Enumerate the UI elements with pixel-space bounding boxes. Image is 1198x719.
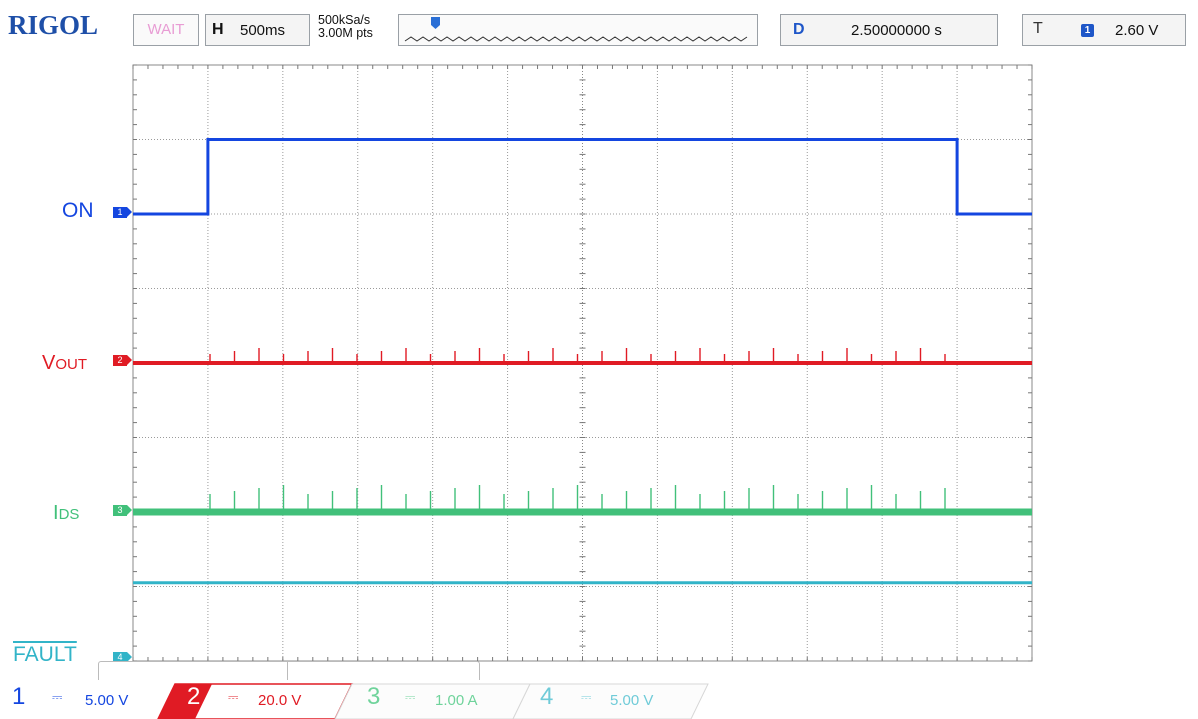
- ch1-dc-coupling-icon: ⎓: [52, 689, 62, 704]
- ch2-dc-coupling-icon: ⎓: [228, 689, 238, 704]
- ch4-label: FAULT: [13, 643, 77, 666]
- ch3-offset-marker[interactable]: 3: [113, 505, 132, 516]
- trigger-level: 2.60 V: [1115, 22, 1159, 39]
- ch2-setting[interactable]: 2 ⎓ 20.0 V: [160, 683, 340, 718]
- top-status-bar: RIGOL WAIT H 500ms 500kSa/s 3.00M pts D …: [0, 0, 1198, 52]
- channel-settings-bar: [0, 680, 1198, 719]
- delay-value: 2.50000000 s: [851, 22, 942, 39]
- rigol-logo: RIGOL: [8, 10, 99, 40]
- ch3-label: IDS: [53, 502, 79, 525]
- delay-box[interactable]: D 2.50000000 s: [780, 14, 998, 46]
- ch3-setting[interactable]: 3 ⎓ 1.00 A: [340, 683, 520, 718]
- trace-on: [133, 138, 1032, 216]
- memory-depth: 3.00M pts: [318, 26, 373, 40]
- ch1-setting[interactable]: 1 ⎓ 5.00 V: [0, 683, 160, 718]
- horizontal-key: H: [212, 21, 224, 38]
- memory-waveform-preview: [404, 17, 748, 42]
- ch4-number: 4: [540, 683, 554, 710]
- sampling-info: 500kSa/s 3.00M pts: [318, 14, 373, 40]
- ch3-scale: 1.00 A: [435, 692, 478, 709]
- horizontal-timebase-box[interactable]: H 500ms: [205, 14, 310, 46]
- timebase-value: 500ms: [240, 22, 286, 39]
- ch1-number: 1: [12, 683, 26, 710]
- ch3-label-main: I: [53, 502, 59, 524]
- traces: [133, 138, 1032, 585]
- trigger-key: T: [1033, 20, 1043, 37]
- ch2-label-sub: OUT: [55, 356, 88, 373]
- trigger-source-icon: 1: [1081, 24, 1094, 37]
- ch2-number: 2: [187, 683, 201, 710]
- ch3-number: 3: [367, 683, 381, 710]
- ch3-dc-coupling-icon: ⎓: [405, 689, 415, 704]
- sample-rate: 500kSa/s: [318, 13, 371, 27]
- ch2-label-main: V: [42, 352, 56, 374]
- ch4-dc-coupling-icon: ⎓: [581, 689, 591, 704]
- channel-tab-shapes: [157, 683, 709, 719]
- ch4-offset-marker[interactable]: 4: [113, 652, 132, 663]
- ch4-setting[interactable]: 4 ⎓ 5.00 V: [518, 683, 698, 718]
- ch3-label-sub: DS: [58, 506, 80, 523]
- ch4-scale: 5.00 V: [610, 692, 654, 709]
- ch1-scale: 5.00 V: [85, 692, 129, 709]
- trigger-box[interactable]: T 1 2.60 V: [1022, 14, 1186, 46]
- tab-divider: [287, 662, 288, 680]
- delay-key: D: [793, 21, 805, 38]
- ch1-offset-marker[interactable]: 1: [113, 207, 132, 218]
- menu-tab-strip[interactable]: [98, 661, 480, 680]
- ch2-offset-marker[interactable]: 2: [113, 355, 132, 366]
- memory-overview-bar[interactable]: [398, 14, 758, 46]
- trigger-position-icon: [431, 17, 440, 29]
- run-status-indicator[interactable]: WAIT: [133, 14, 199, 46]
- ch2-label: VOUT: [42, 352, 87, 375]
- ch1-label: ON: [62, 199, 94, 222]
- ch2-scale: 20.0 V: [258, 692, 302, 709]
